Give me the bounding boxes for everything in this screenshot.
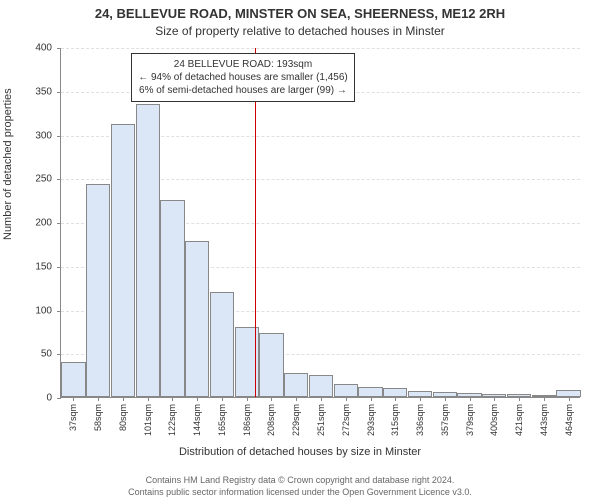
y-tick-mark — [57, 311, 61, 312]
histogram-bar — [358, 387, 382, 398]
histogram-bar — [259, 333, 283, 397]
x-tick-label: 165sqm — [217, 404, 227, 436]
x-tick-label: 229sqm — [291, 404, 301, 436]
x-tick-mark — [346, 397, 347, 401]
annotation-line: ← 94% of detached houses are smaller (1,… — [138, 71, 348, 84]
x-tick-mark — [172, 397, 173, 401]
y-tick-mark — [57, 92, 61, 93]
x-tick-label: 357sqm — [440, 404, 450, 436]
x-tick-label: 101sqm — [143, 404, 153, 436]
footer-line1: Contains HM Land Registry data © Crown c… — [0, 474, 600, 486]
y-tick-label: 100 — [12, 305, 52, 316]
histogram-bar — [556, 390, 580, 397]
annotation-line: 6% of semi-detached houses are larger (9… — [138, 84, 348, 97]
y-tick-label: 150 — [12, 261, 52, 272]
x-tick-mark — [222, 397, 223, 401]
x-tick-label: 208sqm — [266, 404, 276, 436]
y-tick-label: 400 — [12, 43, 52, 54]
x-tick-label: 186sqm — [242, 404, 252, 436]
x-tick-mark — [395, 397, 396, 401]
histogram-bar — [61, 362, 85, 397]
x-tick-label: 379sqm — [465, 404, 475, 436]
x-tick-label: 464sqm — [564, 404, 574, 436]
x-tick-mark — [73, 397, 74, 401]
x-tick-label: 37sqm — [68, 404, 78, 431]
y-tick-label: 300 — [12, 130, 52, 141]
x-tick-mark — [519, 397, 520, 401]
chart-title-line1: 24, BELLEVUE ROAD, MINSTER ON SEA, SHEER… — [0, 6, 600, 21]
x-tick-mark — [197, 397, 198, 401]
x-tick-label: 315sqm — [390, 404, 400, 436]
y-tick-mark — [57, 398, 61, 399]
footer-attribution: Contains HM Land Registry data © Crown c… — [0, 474, 600, 498]
histogram-bar — [334, 384, 358, 397]
grid-line — [61, 48, 580, 49]
x-tick-mark — [271, 397, 272, 401]
y-tick-mark — [57, 223, 61, 224]
x-tick-label: 293sqm — [366, 404, 376, 436]
annotation-line: 24 BELLEVUE ROAD: 193sqm — [138, 58, 348, 71]
histogram-bar — [86, 184, 110, 397]
x-tick-mark — [470, 397, 471, 401]
histogram-bar — [111, 124, 135, 397]
x-tick-mark — [544, 397, 545, 401]
footer-line2: Contains public sector information licen… — [0, 486, 600, 498]
x-tick-label: 272sqm — [341, 404, 351, 436]
x-tick-label: 251sqm — [316, 404, 326, 436]
chart-title-line2: Size of property relative to detached ho… — [0, 24, 600, 38]
x-tick-label: 443sqm — [539, 404, 549, 436]
x-tick-mark — [321, 397, 322, 401]
x-tick-mark — [247, 397, 248, 401]
x-tick-mark — [569, 397, 570, 401]
y-tick-label: 0 — [12, 393, 52, 404]
x-tick-mark — [296, 397, 297, 401]
histogram-bar — [309, 375, 333, 397]
x-tick-mark — [148, 397, 149, 401]
y-tick-mark — [57, 179, 61, 180]
histogram-bar — [185, 241, 209, 397]
y-tick-mark — [57, 48, 61, 49]
x-tick-label: 122sqm — [167, 404, 177, 436]
y-tick-label: 250 — [12, 174, 52, 185]
histogram-bar — [210, 292, 234, 397]
x-tick-label: 400sqm — [489, 404, 499, 436]
x-tick-mark — [123, 397, 124, 401]
x-tick-label: 336sqm — [415, 404, 425, 436]
y-tick-mark — [57, 136, 61, 137]
x-tick-mark — [445, 397, 446, 401]
x-tick-mark — [371, 397, 372, 401]
x-tick-label: 80sqm — [118, 404, 128, 431]
y-tick-mark — [57, 267, 61, 268]
y-tick-label: 50 — [12, 349, 52, 360]
y-tick-label: 200 — [12, 218, 52, 229]
annotation-box: 24 BELLEVUE ROAD: 193sqm← 94% of detache… — [131, 53, 355, 102]
x-tick-mark — [420, 397, 421, 401]
x-tick-label: 58sqm — [93, 404, 103, 431]
y-tick-label: 350 — [12, 86, 52, 97]
x-tick-label: 144sqm — [192, 404, 202, 436]
x-axis-label: Distribution of detached houses by size … — [0, 446, 600, 458]
plot-area: 37sqm58sqm80sqm101sqm122sqm144sqm165sqm1… — [60, 48, 580, 398]
x-tick-label: 421sqm — [514, 404, 524, 436]
histogram-bar — [284, 373, 308, 398]
histogram-bar — [383, 388, 407, 397]
chart-container: 24, BELLEVUE ROAD, MINSTER ON SEA, SHEER… — [0, 0, 600, 500]
histogram-bar — [136, 104, 160, 397]
histogram-bar — [160, 200, 184, 397]
x-tick-mark — [494, 397, 495, 401]
y-tick-mark — [57, 354, 61, 355]
x-tick-mark — [98, 397, 99, 401]
